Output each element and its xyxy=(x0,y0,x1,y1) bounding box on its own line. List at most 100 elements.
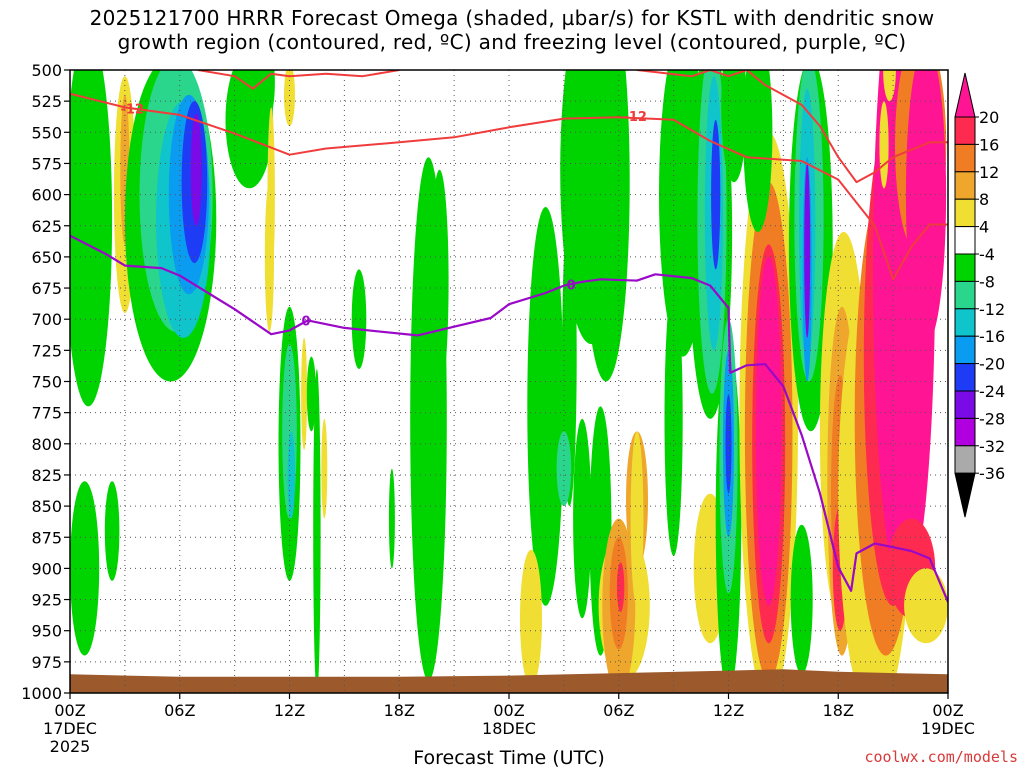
xtick-label-30: 06Z xyxy=(603,701,634,720)
colorbar-label-7: -12 xyxy=(979,300,1005,319)
ytick-label-500: 500 xyxy=(31,61,62,80)
credit-text: coolwx.com/models xyxy=(864,748,1018,766)
colorbar-top-arrow xyxy=(954,72,976,118)
omega-shade-75 xyxy=(879,101,889,189)
ytick-label-675: 675 xyxy=(31,279,62,298)
omega-shade-64 xyxy=(790,524,813,675)
omega-shade-14 xyxy=(264,182,274,332)
contour-lines xyxy=(70,70,948,603)
omega-shade-78 xyxy=(904,568,948,644)
xtick-label-6: 06Z xyxy=(164,701,195,720)
colorbar-bottom-arrow xyxy=(954,472,976,518)
colorbar-label-3: 8 xyxy=(979,190,989,209)
contour-label-freezing-2: 0 xyxy=(567,278,576,293)
ytick-label-900: 900 xyxy=(31,559,62,578)
omega-shade-0 xyxy=(70,70,113,407)
chart-title: 2025121700 HRRR Forecast Omega (shaded, … xyxy=(0,6,1024,54)
omega-shade-2 xyxy=(104,481,120,581)
colorbar-label-5: -4 xyxy=(979,245,995,264)
ytick-label-775: 775 xyxy=(31,404,62,423)
omega-shade-19 xyxy=(313,369,321,693)
omega-shade-18 xyxy=(284,70,295,127)
ytick-label-575: 575 xyxy=(31,154,62,173)
omega-shade-26 xyxy=(430,169,449,394)
omega-shade-1 xyxy=(70,481,100,656)
xtick-date-48: 19DEC xyxy=(921,719,975,738)
dgz-contour-upper xyxy=(197,70,400,90)
colorbar-swatch-7 xyxy=(954,280,976,310)
xtick-date-0: 17DEC xyxy=(43,719,97,738)
dgz-contour-right xyxy=(636,70,948,184)
y-axis: 500 525 550 575 600 625 650 675 700 725 750 775 800 8… xyxy=(21,61,70,703)
ytick-label-725: 725 xyxy=(31,341,62,360)
colorbar-swatch-10 xyxy=(954,363,976,392)
colorbar-swatch-11 xyxy=(954,390,976,419)
contour-label-dgz-2: -12 xyxy=(623,110,647,125)
colorbar-swatch-4 xyxy=(954,198,976,228)
colorbar-label-0: 20 xyxy=(979,108,999,127)
colorbar-swatch-1 xyxy=(954,116,976,145)
colorbar-label-2: 12 xyxy=(979,163,999,182)
contour-label-freezing-1: 0 xyxy=(301,314,310,329)
ytick-label-550: 550 xyxy=(31,123,62,142)
ytick-label-600: 600 xyxy=(31,186,62,205)
colorbar-label-6: -8 xyxy=(979,272,995,291)
colorbar: 20 16 12 8 4 -4 -8 -12 -16 -20 -24 -28 -32 -36 xyxy=(954,72,1005,518)
colorbar-swatch-3 xyxy=(954,171,976,200)
xtick-label-18: 18Z xyxy=(384,701,415,720)
xtick-label-48: 00Z xyxy=(932,701,963,720)
omega-shade-57 xyxy=(721,70,747,183)
ytick-label-800: 800 xyxy=(31,435,62,454)
contour-labels: -12 -12 0 0 xyxy=(120,103,647,330)
omega-shade-17 xyxy=(287,431,295,519)
omega-shade-24 xyxy=(388,468,395,569)
ytick-label-950: 950 xyxy=(31,622,62,641)
xtick-year-0: 2025 xyxy=(50,737,91,756)
xtick-label-42: 18Z xyxy=(823,701,854,720)
omega-shade-22 xyxy=(321,418,328,519)
ytick-label-650: 650 xyxy=(31,248,62,267)
ytick-label-525: 525 xyxy=(31,92,62,111)
ytick-label-1000: 1000 xyxy=(21,684,62,703)
omega-shade-32 xyxy=(582,70,630,382)
colorbar-label-10: -24 xyxy=(979,382,1005,401)
colorbar-label-8: -16 xyxy=(979,327,1005,346)
colorbar-swatch-6 xyxy=(954,253,976,282)
colorbar-label-12: -32 xyxy=(979,437,1005,456)
colorbar-label-11: -28 xyxy=(979,409,1005,428)
omega-shade-56 xyxy=(755,256,782,606)
ytick-label-850: 850 xyxy=(31,497,62,516)
xtick-date-24: 18DEC xyxy=(482,719,536,738)
omega-shade-29 xyxy=(556,431,572,507)
colorbar-label-9: -20 xyxy=(979,355,1005,374)
colorbar-swatch-13 xyxy=(954,445,976,474)
omega-shade-34 xyxy=(573,418,592,619)
omega-shade-33 xyxy=(520,549,542,687)
xtick-label-24: 00Z xyxy=(493,701,524,720)
title-line-2: growth region (contoured, red, ºC) and f… xyxy=(117,30,907,54)
colorbar-swatch-5 xyxy=(954,226,976,255)
ytick-label-825: 825 xyxy=(31,466,62,485)
omega-shade-12 xyxy=(260,70,275,120)
omega-shade-41 xyxy=(630,431,644,606)
colorbar-label-1: 16 xyxy=(979,135,999,154)
omega-shade-74 xyxy=(905,70,947,345)
xtick-label-36: 12Z xyxy=(713,701,744,720)
colorbar-swatch-12 xyxy=(954,417,976,447)
xtick-label-0: 00Z xyxy=(54,701,85,720)
ytick-label-700: 700 xyxy=(31,310,62,329)
omega-shade-52 xyxy=(725,394,732,494)
colorbar-label-4: 4 xyxy=(979,218,989,237)
omega-shade-47 xyxy=(664,281,683,556)
freezing-level-contour xyxy=(70,234,948,603)
xtick-label-12: 12Z xyxy=(274,701,305,720)
omega-shade-27 xyxy=(527,207,564,606)
omega-shade-10 xyxy=(190,113,202,226)
contour-label-dgz-1: -12 xyxy=(120,103,144,118)
ytick-label-750: 750 xyxy=(31,373,62,392)
colorbar-swatch-8 xyxy=(954,308,976,337)
ytick-label-875: 875 xyxy=(31,528,62,547)
omega-shade-21 xyxy=(306,356,316,432)
